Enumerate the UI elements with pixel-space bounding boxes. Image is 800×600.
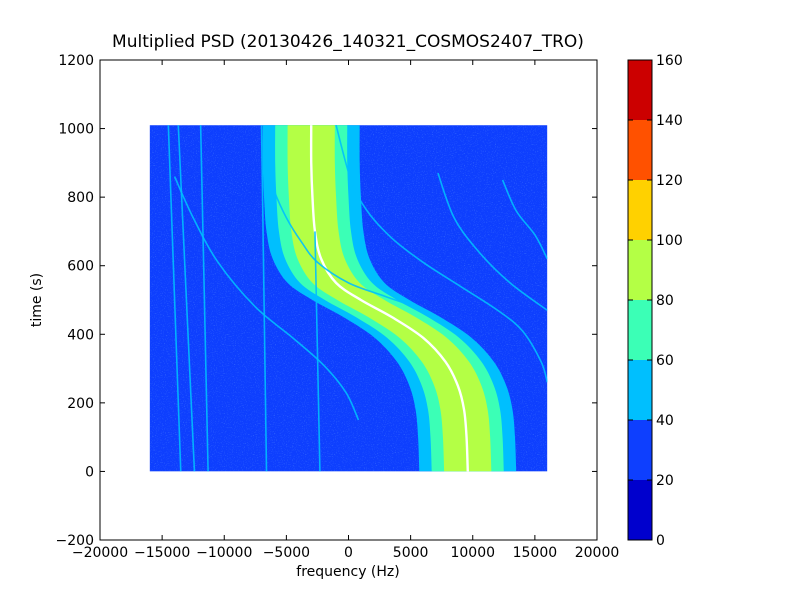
signal-line-8 bbox=[335, 125, 548, 383]
colorbar-tick-label: 60 bbox=[656, 353, 674, 369]
x-tick-label: −10000 bbox=[196, 545, 252, 561]
x-tick-label: 10000 bbox=[450, 545, 495, 561]
colorbar-tick-label: 140 bbox=[656, 113, 683, 129]
colorbar-segment bbox=[628, 240, 652, 300]
signal-line-5 bbox=[314, 231, 321, 472]
colorbar-tick-label: 20 bbox=[656, 473, 674, 489]
colorbar-segment bbox=[628, 120, 652, 180]
signal-line-2 bbox=[177, 125, 196, 472]
y-tick-label: 200 bbox=[67, 396, 94, 412]
signal-line-6 bbox=[173, 176, 360, 421]
x-axis-label: frequency (Hz) bbox=[296, 564, 399, 580]
track-center-line bbox=[309, 125, 469, 472]
signal-line-7 bbox=[266, 169, 511, 427]
track-band-90 bbox=[287, 125, 492, 472]
chart-title: Multiplied PSD (20130426_140321_COSMOS24… bbox=[112, 32, 584, 52]
colorbar-tick-label: 120 bbox=[656, 173, 683, 189]
x-tick-label: 5000 bbox=[393, 545, 429, 561]
colorbar-tick-label: 40 bbox=[656, 413, 674, 429]
y-tick-label: −200 bbox=[56, 533, 94, 549]
y-tick-label: 1000 bbox=[58, 122, 94, 138]
colorbar-tick-label: 160 bbox=[656, 53, 683, 69]
colorbar-segment bbox=[628, 360, 652, 420]
x-tick-label: 20000 bbox=[575, 545, 620, 561]
y-tick-label: 400 bbox=[67, 327, 94, 343]
y-tick-label: 800 bbox=[67, 190, 94, 206]
colorbar-segment bbox=[628, 60, 652, 120]
colorbar: 0 20 40 60 80 100 120 140 160 bbox=[627, 53, 683, 549]
colorbar-segment bbox=[628, 180, 652, 240]
y-axis: −200 0 200 400 600 800 1000 1200 bbox=[56, 53, 597, 549]
y-axis-label: time (s) bbox=[29, 273, 45, 327]
x-tick-label: −20000 bbox=[72, 545, 128, 561]
signal-line-9 bbox=[437, 172, 548, 311]
y-tick-label: 600 bbox=[67, 259, 94, 275]
colorbar-segment bbox=[628, 420, 652, 480]
signal-line-1 bbox=[167, 125, 182, 472]
y-tick-label: 0 bbox=[85, 464, 94, 480]
x-tick-label: 15000 bbox=[513, 545, 558, 561]
signal-line-10 bbox=[501, 179, 548, 260]
colorbar-tick-label: 80 bbox=[656, 293, 674, 309]
colorbar-tick-label: 100 bbox=[656, 233, 683, 249]
x-tick-label: −15000 bbox=[134, 545, 190, 561]
colorbar-segment bbox=[628, 300, 652, 360]
colorbar-segment bbox=[628, 480, 652, 540]
x-axis: −20000 −15000 −10000 −5000 0 5000 10000 15000 20… bbox=[72, 60, 619, 561]
colorbar-tick-label: 0 bbox=[656, 533, 665, 549]
heatmap-image bbox=[149, 125, 548, 472]
signal-line-4 bbox=[260, 125, 268, 472]
x-tick-label: −5000 bbox=[263, 545, 310, 561]
x-tick-label: 0 bbox=[344, 545, 353, 561]
y-tick-label: 1200 bbox=[58, 53, 94, 69]
signal-line-3 bbox=[199, 125, 209, 472]
plot-area bbox=[149, 125, 548, 472]
